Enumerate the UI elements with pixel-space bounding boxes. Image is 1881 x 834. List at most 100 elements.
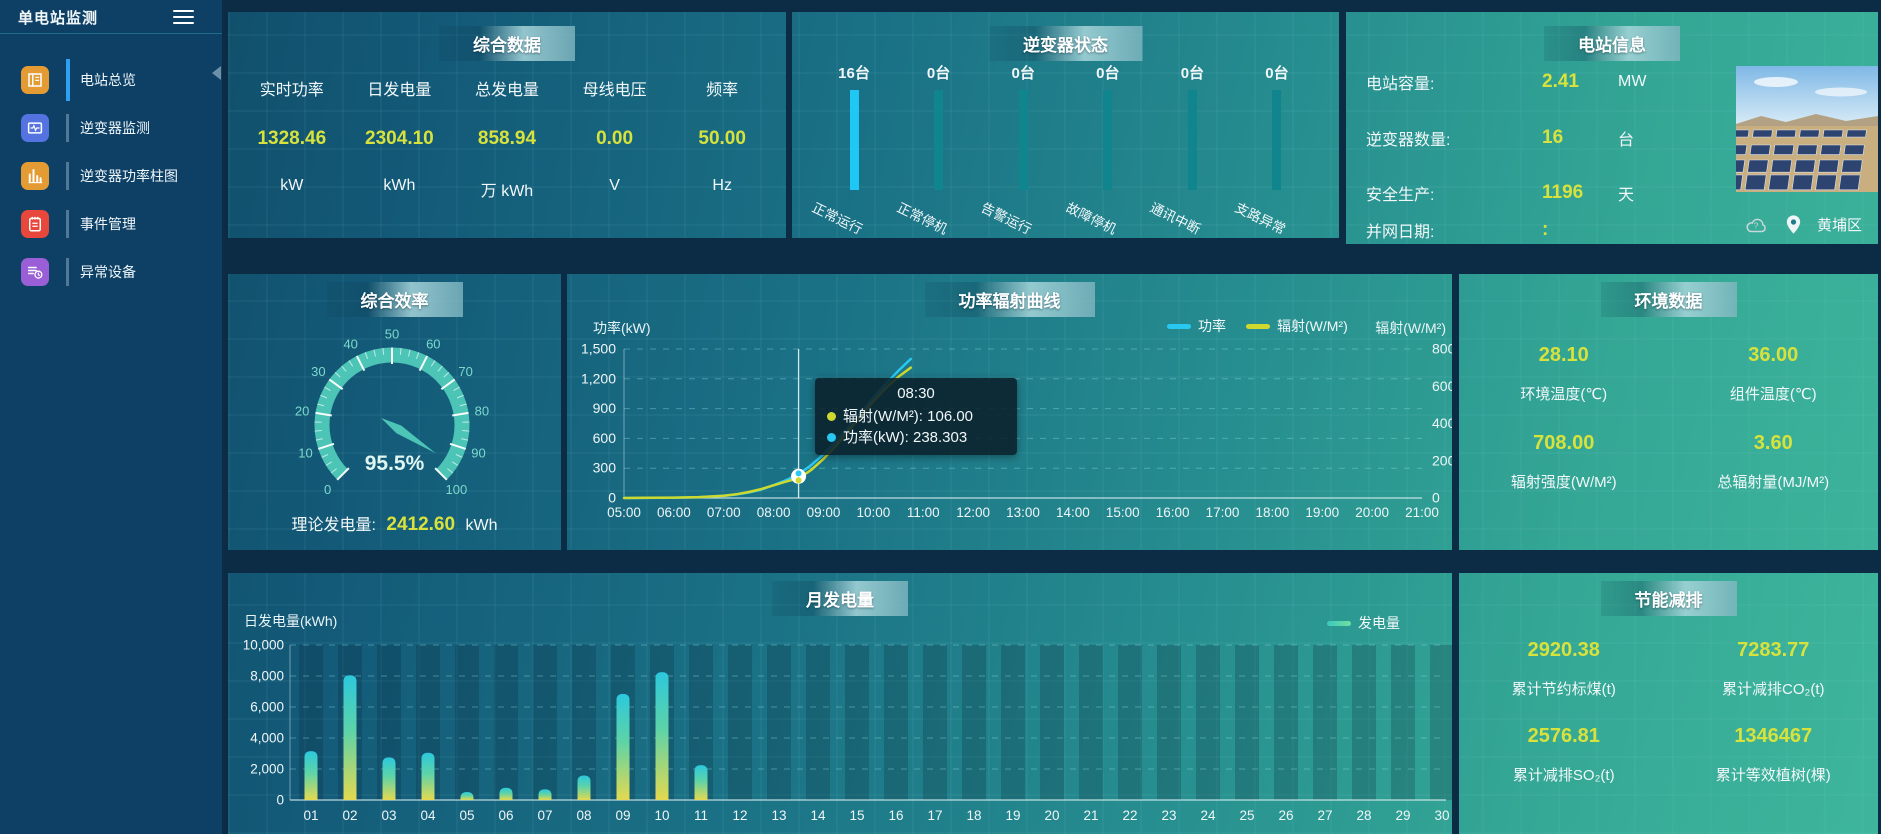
- svg-text:100: 100: [445, 482, 467, 497]
- metric-value: 2576.81: [1527, 725, 1600, 747]
- svg-text:09:00: 09:00: [807, 505, 841, 520]
- sidebar-item-1[interactable]: 电站总览: [0, 56, 222, 104]
- svg-text:14: 14: [810, 808, 826, 823]
- metric-unit: kWh: [383, 177, 416, 194]
- svg-text:15:00: 15:00: [1106, 505, 1140, 520]
- metric-label: 组件温度(℃): [1729, 386, 1817, 403]
- panel-power-radiation: 功率辐射曲线 功率(kW) 辐射(W/M²) 功率 辐射(W/M²) 0 300 60…: [567, 274, 1452, 550]
- panel-energy-saving: 节能减排 2920.38 累计节约标煤(t) 7283.77 累计减排CO₂(t) 25…: [1459, 573, 1878, 834]
- svg-text:70: 70: [458, 364, 472, 379]
- summary-metric: 频率 50.00 Hz: [668, 12, 776, 238]
- bar-fill: [849, 90, 859, 190]
- device-icon: [21, 258, 49, 286]
- station-row-label: 电站容量:: [1366, 76, 1435, 93]
- panel-inverter-status: 逆变器状态 16台 正常运行 0台 正常停机 0台 告警运行 0台 故障停机 0台 通讯中断 0台支…: [792, 12, 1339, 238]
- panel-title: 电站信息: [1544, 26, 1680, 61]
- legend-swatch: [1327, 620, 1351, 626]
- svg-text:10:00: 10:00: [856, 505, 890, 520]
- tooltip-time: 08:30: [897, 385, 935, 402]
- active-indicator: [66, 59, 70, 101]
- svg-text:14:00: 14:00: [1056, 505, 1090, 520]
- svg-text:19: 19: [1005, 808, 1020, 823]
- station-info-row: 并网日期::: [1366, 218, 1618, 242]
- svg-text:07:00: 07:00: [707, 505, 741, 520]
- location-pin-icon[interactable]: [1786, 215, 1801, 234]
- svg-text:1,500: 1,500: [581, 341, 616, 357]
- collapse-arrow-icon[interactable]: [212, 66, 221, 80]
- legend-label: 发电量: [1358, 615, 1400, 631]
- inverter-count: 0台: [1265, 65, 1289, 82]
- legend-item[interactable]: 辐射(W/M²): [1246, 316, 1348, 336]
- legend-item[interactable]: 发电量: [1327, 613, 1400, 633]
- svg-text:02: 02: [342, 808, 357, 823]
- report-icon: [21, 66, 49, 94]
- svg-text:29: 29: [1395, 808, 1410, 823]
- metric-value: 50.00: [698, 128, 746, 149]
- svg-text:600: 600: [593, 430, 617, 446]
- inverter-bar: [1018, 90, 1028, 190]
- active-indicator: [66, 162, 69, 190]
- svg-text:21:00: 21:00: [1405, 505, 1439, 520]
- metric-label: 总辐射量(MJ/M²): [1717, 474, 1830, 491]
- legend-item[interactable]: 功率: [1167, 316, 1226, 336]
- svg-text:1,200: 1,200: [581, 370, 616, 386]
- sidebar-item-4[interactable]: 事件管理: [0, 200, 222, 248]
- inverter-category-label: 故障停机: [1063, 199, 1119, 238]
- inverter-bar: [849, 90, 859, 190]
- efficiency-gauge-chart[interactable]: 0 10 20 30 40 50 60 70 80 90 100: [228, 274, 561, 550]
- svg-text:40: 40: [343, 336, 357, 351]
- inverter-status-chart[interactable]: 16台 正常运行 0台 正常停机 0台 告警运行 0台 故障停机 0台 通讯中断 0台 支路异常: [809, 62, 1313, 240]
- location-label[interactable]: 黄埔区: [1816, 217, 1862, 234]
- metric-cell: 1346467 累计等效植树(棵): [1669, 725, 1879, 785]
- power-radiation-chart[interactable]: 0 300 600 900 1,200 1,500 0 200 400 600 800 05:00 06…: [567, 274, 1452, 550]
- sidebar-item-2[interactable]: 逆变器监测: [0, 104, 222, 152]
- panel-title: 月发电量: [772, 581, 908, 616]
- inverter-bar: [1187, 90, 1197, 190]
- bar-track: [1018, 90, 1028, 190]
- svg-text:0: 0: [608, 490, 616, 506]
- active-indicator: [66, 210, 69, 238]
- monthly-energy-chart[interactable]: 0 2,000 4,000 6,000 8,000 10,000 01 02 03 04 05 06 0…: [228, 573, 1452, 834]
- svg-text:0: 0: [1432, 490, 1440, 506]
- metric-unit: Hz: [712, 177, 732, 194]
- metric-label: 日发电量: [367, 82, 432, 99]
- sidebar-menu: 电站总览 逆变器监测 逆变器功率柱图 事件管理 异常设备: [0, 56, 222, 296]
- inverter-category-label: 正常运行: [809, 199, 865, 238]
- series-dot-icon: [827, 433, 836, 442]
- legend-label: 功率: [1198, 318, 1226, 334]
- svg-text:13: 13: [771, 808, 786, 823]
- svg-text:400: 400: [1432, 415, 1452, 431]
- svg-text:900: 900: [593, 400, 617, 416]
- svg-text:2,000: 2,000: [250, 762, 284, 777]
- sidebar-item-3[interactable]: 逆变器功率柱图: [0, 152, 222, 200]
- bar-track: [1272, 90, 1282, 190]
- inverter-bar-column: 0台 支路异常: [1233, 62, 1313, 240]
- summary-metric: 日发电量 2304.10 kWh: [346, 12, 454, 238]
- svg-text:4,000: 4,000: [250, 731, 284, 746]
- svg-text:10: 10: [654, 808, 669, 823]
- event-icon: [21, 210, 49, 238]
- metric-value: 3.60: [1753, 432, 1793, 454]
- metric-label: 累计等效植树(棵): [1715, 767, 1831, 784]
- inverter-count: 0台: [1180, 65, 1205, 82]
- hamburger-menu-icon[interactable]: [173, 6, 194, 28]
- metric-cell: 7283.77 累计减排CO₂(t): [1669, 639, 1879, 699]
- station-info-row: 安全生产: 1196 天: [1366, 181, 1634, 205]
- svg-text:90: 90: [471, 446, 485, 461]
- metric-label: 累计减排SO₂(t): [1512, 767, 1615, 784]
- svg-text:20: 20: [295, 403, 309, 418]
- svg-text:16:00: 16:00: [1156, 505, 1190, 520]
- station-photo-image: [1736, 66, 1878, 192]
- svg-text:08:00: 08:00: [757, 505, 791, 520]
- svg-text:30: 30: [311, 364, 325, 379]
- sidebar-item-5[interactable]: 异常设备: [0, 248, 222, 296]
- metric-cell: 28.10 环境温度(℃): [1459, 344, 1669, 404]
- inverter-bar-column: 16台 正常运行: [809, 62, 890, 240]
- metric-unit: kW: [280, 177, 304, 194]
- weather-cloud-icon[interactable]: ?: [1743, 215, 1770, 235]
- svg-text:50: 50: [385, 327, 399, 342]
- panel-title: 综合效率: [326, 282, 463, 317]
- svg-text:18: 18: [966, 808, 981, 823]
- svg-text:11: 11: [694, 808, 708, 823]
- summary-metric: 实时功率 1328.46 kW: [238, 12, 346, 238]
